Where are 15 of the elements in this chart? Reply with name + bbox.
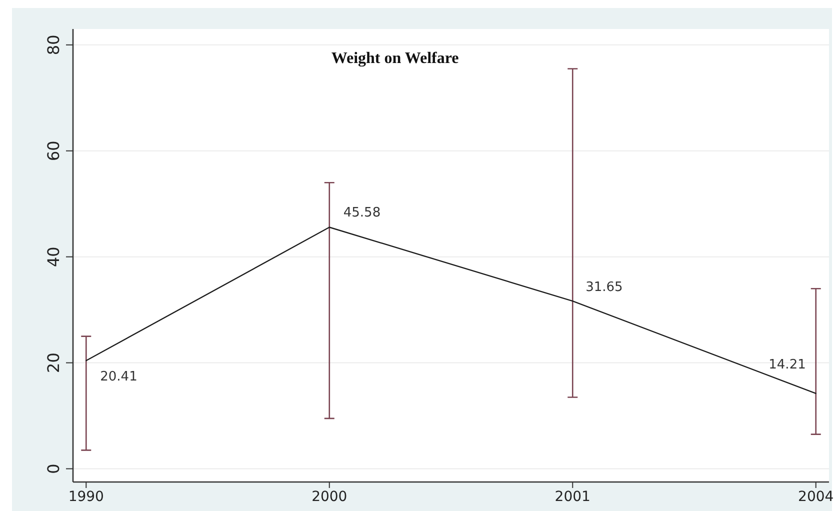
x-tick-label: 2004 xyxy=(798,488,834,505)
x-tick-label: 2001 xyxy=(554,488,590,505)
data-label: 20.41 xyxy=(100,370,138,385)
data-label: 31.65 xyxy=(586,280,623,296)
y-tick-label: 80 xyxy=(44,34,63,56)
data-label: 14.21 xyxy=(768,357,806,372)
x-tick-label: 1990 xyxy=(68,488,104,505)
y-tick-label: 20 xyxy=(44,352,63,373)
y-tick-label: 60 xyxy=(44,140,63,162)
y-tick-label: 40 xyxy=(44,246,63,268)
data-label: 45.58 xyxy=(343,205,381,220)
text: Weight on Welfare xyxy=(331,50,459,67)
line-series xyxy=(86,226,816,394)
x-tick-label: 2000 xyxy=(312,488,348,505)
y-tick-label: 0 xyxy=(44,464,63,474)
